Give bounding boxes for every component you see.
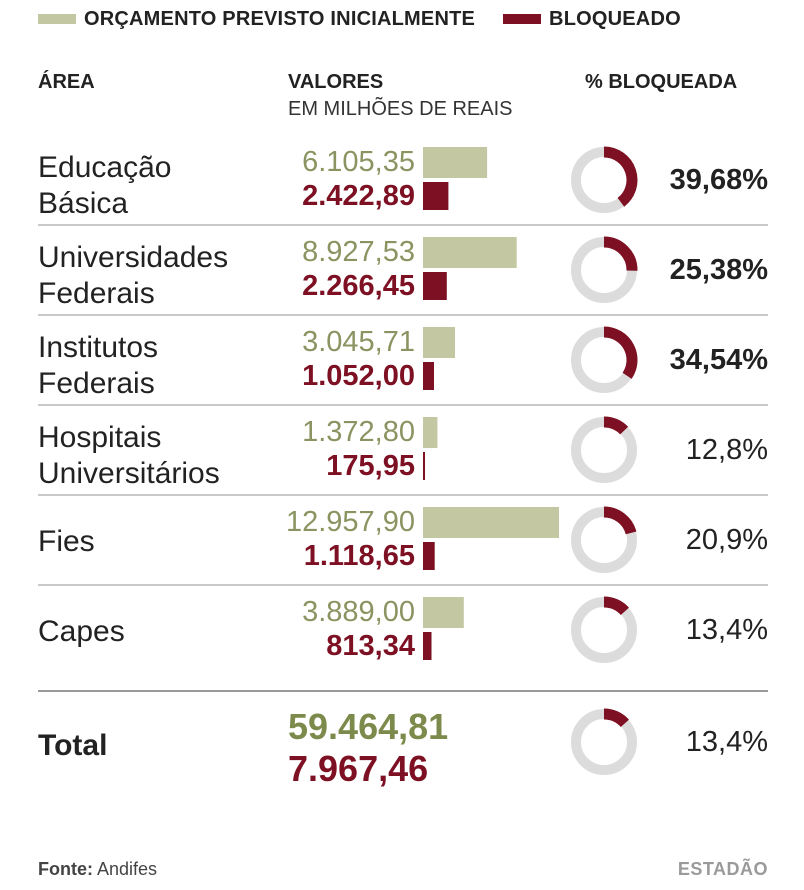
legend: ORÇAMENTO PREVISTO INICIALMENTE BLOQUEAD… (38, 6, 681, 32)
area-name-line: Institutos (38, 331, 159, 364)
value-label-bloqueado: 1.118,65 (303, 540, 415, 572)
value-label-bloqueado: 175,95 (326, 450, 415, 482)
value-label-previsto: 3.889,00 (302, 596, 415, 628)
row-separator (38, 314, 768, 316)
area-name-line: Capes (38, 615, 125, 648)
value-label-bloqueado: 2.266,45 (302, 270, 415, 302)
area-name: Fies (38, 524, 278, 560)
donut-blocked-arc (603, 146, 638, 207)
value-label-previsto: 3.045,71 (302, 326, 415, 358)
bar-bloqueado (423, 362, 434, 390)
pct-blocked-label: 13,4% (685, 614, 768, 646)
value-label-previsto: 12.957,90 (285, 506, 415, 538)
value-label-previsto: 8.927,53 (302, 236, 415, 268)
bar-previsto (423, 147, 488, 178)
source-label: Fonte: (38, 859, 93, 879)
area-name: Educação Básica (38, 150, 278, 222)
row-separator (38, 404, 768, 406)
bar-previsto (423, 237, 517, 268)
donut-blocked-arc (603, 416, 629, 435)
pct-blocked-label: 13,4% (685, 726, 768, 758)
value-label-previsto: 1.372,80 (302, 416, 415, 448)
donut-blocked-arc (603, 236, 638, 271)
legend-item-bloqueado: BLOQUEADO (503, 8, 681, 31)
legend-label-bloqueado: BLOQUEADO (549, 7, 681, 30)
bar-bloqueado (423, 272, 447, 300)
pct-blocked-label: 25,38% (669, 254, 768, 286)
row-separator (38, 494, 768, 496)
donut-blocked-arc (603, 506, 637, 535)
donut-blocked-arc (603, 596, 629, 616)
pct-blocked-label: 20,9% (685, 524, 768, 556)
pct-blocked-label: 34,54% (669, 344, 768, 376)
donut-blocked-arc (603, 326, 638, 379)
area-name-line: Universitários (38, 457, 220, 490)
area-name: Universidades Federais (38, 240, 278, 312)
bar-previsto (423, 417, 438, 448)
row-separator (38, 224, 768, 226)
value-label-bloqueado: 2.422,89 (302, 180, 415, 212)
bar-bloqueado (423, 632, 432, 660)
area-name-line: Federais (38, 367, 155, 400)
header-values: VALORES (288, 71, 384, 93)
area-name-line: Total (38, 729, 108, 762)
legend-swatch-bloqueado (503, 14, 542, 24)
brand-logo: ESTADÃO (677, 859, 768, 879)
header-pct-blocked: % BLOQUEADA (585, 71, 738, 93)
area-name: Capes (38, 614, 278, 650)
value-label-previsto: 59.464,81 (288, 706, 449, 747)
value-label-bloqueado: 7.967,46 (288, 748, 429, 789)
area-name: Hospitais Universitários (38, 420, 278, 492)
pct-blocked-label: 39,68% (669, 164, 768, 196)
value-label-previsto: 6.105,35 (302, 146, 415, 178)
bar-bloqueado (423, 452, 425, 480)
header-area: ÁREA (38, 71, 95, 93)
header-unit: EM MILHÕES DE REAIS (288, 98, 513, 120)
total-separator (38, 690, 768, 692)
bar-previsto (423, 327, 455, 358)
area-name-line: Fies (38, 525, 95, 558)
area-name-line: Educação (38, 151, 172, 184)
bar-previsto (423, 507, 559, 538)
legend-label-orcamento: ORÇAMENTO PREVISTO INICIALMENTE (84, 7, 476, 30)
source-value: Andifes (97, 859, 158, 879)
source-note: Fonte: Andifes (38, 859, 157, 880)
value-label-bloqueado: 813,34 (326, 630, 415, 662)
bar-bloqueado (423, 182, 449, 210)
legend-item-orcamento: ORÇAMENTO PREVISTO INICIALMENTE (38, 8, 475, 31)
area-name: Institutos Federais (38, 330, 278, 402)
bar-bloqueado (423, 542, 435, 570)
value-label-bloqueado: 1.052,00 (302, 360, 415, 392)
area-name-line: Básica (38, 187, 129, 220)
area-name-line: Universidades (38, 241, 229, 274)
donut-blocked-arc (603, 708, 629, 728)
bar-previsto (423, 597, 464, 628)
legend-swatch-orcamento (38, 14, 76, 24)
area-name: Total (38, 728, 278, 764)
area-name-line: Hospitais (38, 421, 162, 454)
pct-blocked-label: 12,8% (685, 434, 768, 466)
row-separator (38, 584, 768, 586)
area-name-line: Federais (38, 277, 155, 310)
